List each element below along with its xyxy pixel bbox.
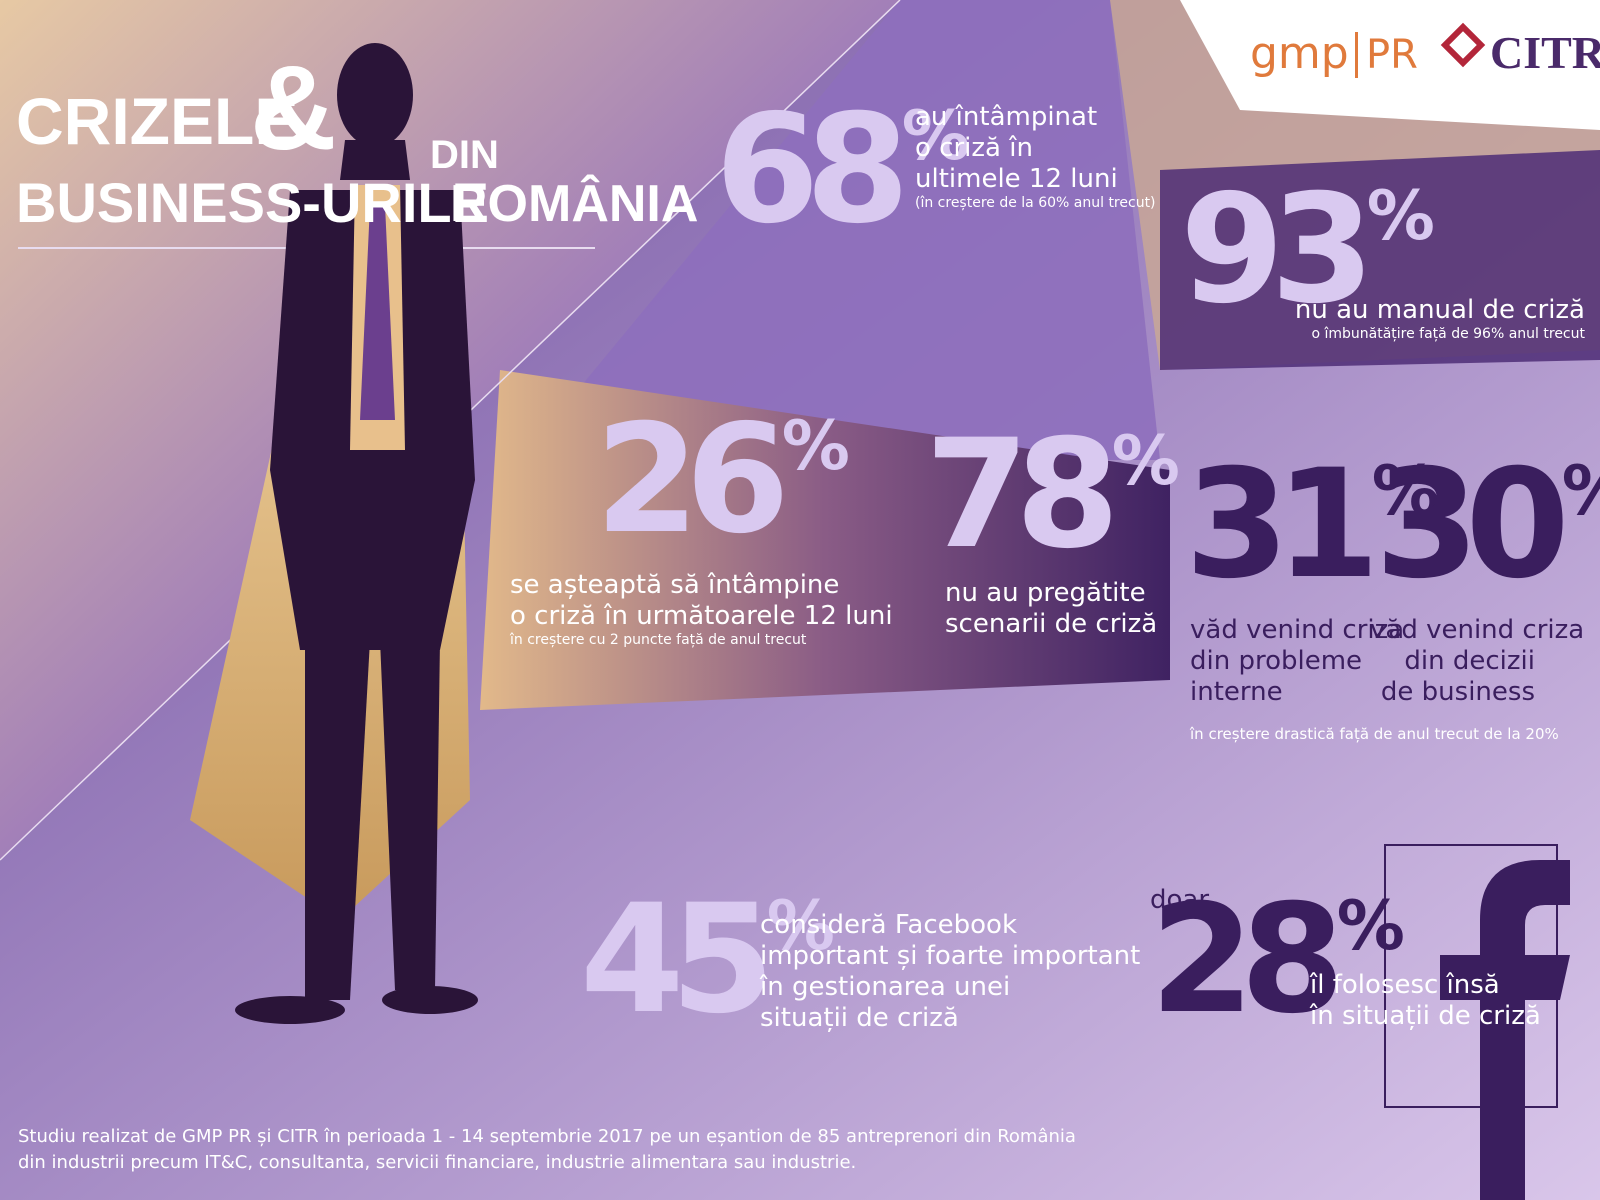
stat-number: 28%	[1150, 885, 1405, 1035]
footer-line: din industrii precum IT&C, consultanta, …	[18, 1152, 857, 1173]
stat-number: 31%	[1185, 450, 1440, 600]
facebook-icon	[1440, 860, 1570, 1200]
businessman	[235, 43, 478, 1024]
stat-text: nu au manual de criză o îmbunătățire față…	[1245, 295, 1585, 343]
stat-unit: %	[766, 887, 835, 966]
logo-pr: PR	[1355, 32, 1418, 78]
title: BUSINESS-URILE	[16, 171, 489, 234]
stat-number: 68%	[715, 95, 970, 245]
stat-line: o criză în	[915, 133, 1033, 163]
stat-line: în gestionarea unei	[760, 972, 1011, 1002]
stat-value: 68	[715, 83, 910, 257]
stat-unit: %	[1111, 422, 1180, 501]
stat-number: 26%	[595, 405, 850, 555]
stat-note: o îmbunătățire față de 96% anul trecut	[1311, 326, 1585, 342]
stat-line: din probleme	[1190, 646, 1363, 676]
stat-text: consideră Facebook important și foarte im…	[760, 910, 1140, 1034]
title-ampersand: &	[250, 41, 337, 175]
stat-line: situații de criză	[760, 1003, 959, 1033]
title: ROMÂNIA	[450, 175, 699, 233]
stat-value: 31	[1185, 438, 1380, 612]
stat-value: 30	[1375, 438, 1570, 612]
footer-line: Studiu realizat de GMP PR și CITR în per…	[18, 1126, 1076, 1147]
stat-unit: %	[781, 407, 850, 486]
stat-value: 26	[595, 393, 790, 567]
stat-line: nu au pregătite	[945, 578, 1146, 608]
stat-text: îl folosesc însă în situații de criză	[1310, 970, 1541, 1032]
stat-line: au întâmpinat	[915, 102, 1098, 132]
stat-number: 93%	[1180, 175, 1435, 325]
stat-line: interne	[1190, 677, 1283, 707]
title: CRIZELE	[16, 84, 299, 158]
stat-unit: %	[1336, 887, 1405, 966]
stat-text: au întâmpinat o criză în ultimele 12 luni(…	[915, 102, 1156, 212]
stat-value: 45	[580, 873, 775, 1047]
stat-value: 28	[1150, 873, 1345, 1047]
stat-line: important și foarte important	[760, 941, 1141, 971]
stat-note: (în creștere de la 60% anul trecut)	[915, 195, 1156, 211]
stat-line: consideră Facebook	[760, 910, 1018, 940]
stat-number: 78%	[925, 420, 1180, 570]
stat-line: nu au manual de criză	[1294, 295, 1585, 325]
stat-unit: %	[1371, 452, 1440, 531]
stat-line: văd venind criza	[1190, 615, 1405, 645]
shared-note: în creștere drastică față de anul trecut…	[1190, 725, 1559, 743]
stat-line: se așteaptă să întâmpine	[510, 570, 840, 600]
stat-line: o criză în următoarele 12 luni	[510, 601, 893, 631]
stat-line: în situații de criză	[1310, 1001, 1541, 1031]
stat-unit: %	[1366, 177, 1435, 256]
stat-line: văd venind criza	[1370, 615, 1585, 645]
stat-line: îl folosesc însă	[1310, 970, 1500, 1000]
title: DIN	[430, 133, 499, 177]
stat-line: scenarii de criză	[945, 609, 1158, 639]
stat-line: din decizii	[1404, 646, 1535, 676]
stat-value: 78	[925, 408, 1120, 582]
footer: Studiu realizat de GMP PR și CITR în per…	[18, 1124, 1076, 1176]
logo-citr: CITR	[1490, 27, 1600, 78]
stat-prefix: doar	[1150, 885, 1210, 915]
logo-gmp: gmp	[1250, 28, 1349, 79]
stat-note: în creștere cu 2 puncte față de anul tre…	[510, 632, 807, 648]
stat-text: se așteaptă să întâmpine o criză în următ…	[510, 570, 893, 649]
stat-line: ultimele 12 luni	[915, 164, 1118, 194]
stat-value: 93	[1180, 163, 1375, 337]
stat-unit: %	[1562, 452, 1600, 531]
stat-text: văd venind criza din decizii de business	[1370, 615, 1585, 708]
stat-text: văd venind criza din probleme interne	[1190, 615, 1404, 708]
stat-text: nu au pregătite scenarii de criză	[945, 578, 1157, 640]
stat-number: 45%	[580, 885, 835, 1035]
stat-unit: %	[901, 97, 970, 176]
stat-line: de business	[1380, 677, 1535, 707]
stat-number: 30%	[1375, 450, 1600, 600]
citr-icon	[1440, 22, 1486, 68]
